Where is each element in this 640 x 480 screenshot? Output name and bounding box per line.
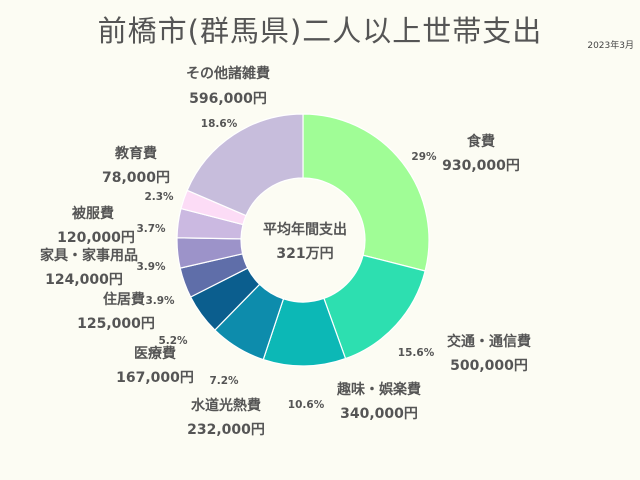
slice-percent-label: 29% [411, 151, 437, 163]
slice-percent-label: 3.9% [136, 261, 166, 273]
slice-category-label: 水道光熱費 [191, 397, 261, 414]
center-label-line1: 平均年間支出 [263, 221, 347, 238]
slice-amount-label: 167,000円 [116, 370, 194, 386]
slice-amount-label: 78,000円 [102, 170, 170, 186]
chart-title: 前橋市(群馬県)二人以上世帯支出 [97, 14, 543, 48]
date-label: 2023年3月 [587, 41, 634, 51]
slice-category-label: 食費 [467, 133, 495, 150]
slice-percent-label: 15.6% [398, 347, 435, 359]
slice-9 [186, 113, 304, 217]
slice-percent-label: 10.6% [288, 399, 325, 411]
slice-category-label: 交通・通信費 [447, 333, 531, 350]
slice-percent-label: 3.7% [136, 223, 166, 235]
slice-category-label: 家具・家事用品 [40, 247, 138, 264]
slice-category-label: 住居費 [103, 291, 145, 308]
slice-category-label: 趣味・娯楽費 [336, 381, 421, 398]
slice-amount-label: 340,000円 [340, 406, 418, 422]
slice-category-label: 医療費 [134, 345, 176, 362]
slice-amount-label: 125,000円 [77, 316, 155, 332]
center-label-line2: 321万円 [276, 246, 333, 262]
slice-amount-label: 596,000円 [189, 91, 267, 107]
slice-percent-label: 3.9% [145, 295, 175, 307]
slice-category-label: 教育費 [115, 145, 157, 162]
slice-percent-label: 18.6% [201, 118, 238, 130]
slice-category-label: 被服費 [72, 205, 114, 222]
slice-percent-label: 7.2% [209, 375, 239, 387]
slice-amount-label: 500,000円 [450, 358, 528, 374]
slice-0 [302, 113, 430, 272]
slice-amount-label: 124,000円 [45, 272, 123, 288]
slice-amount-label: 232,000円 [187, 422, 265, 438]
slice-amount-label: 930,000円 [442, 158, 520, 174]
slice-percent-label: 5.2% [158, 335, 188, 347]
slice-percent-label: 2.3% [144, 191, 174, 203]
slice-amount-label: 120,000円 [57, 230, 135, 246]
slice-category-label: その他諸雑費 [186, 65, 270, 82]
